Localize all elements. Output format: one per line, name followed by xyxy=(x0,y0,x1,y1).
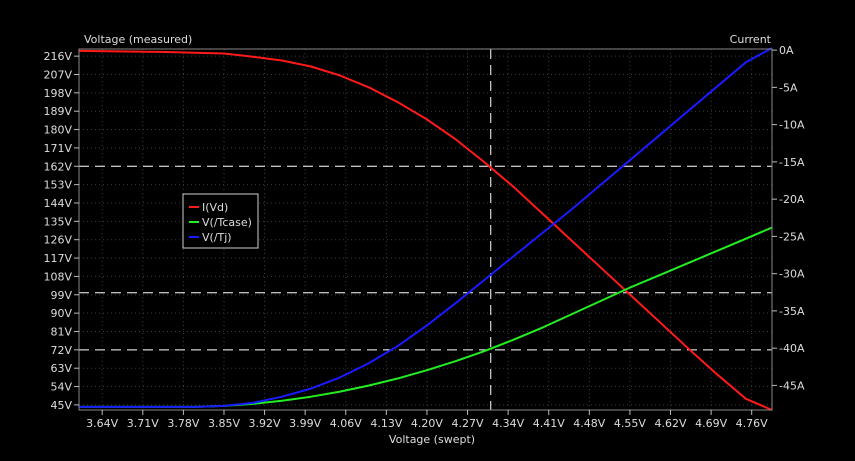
x-tick-label: 4.62V xyxy=(654,417,686,430)
y-left-tick-label: 144V xyxy=(43,197,72,210)
x-tick-label: 3.64V xyxy=(86,417,118,430)
y-left-tick-label: 171V xyxy=(43,142,72,155)
x-tick-label: 4.76V xyxy=(736,417,768,430)
y-right-tick-label: -45A xyxy=(779,379,805,392)
series-line-v-tj xyxy=(79,47,773,408)
y-left-tick-label: 117V xyxy=(43,252,72,265)
y-right-tick-label: -20A xyxy=(779,193,805,206)
x-tick-label: 3.71V xyxy=(127,417,159,430)
x-tick-label: 4.48V xyxy=(573,417,605,430)
y-left-tick-label: 198V xyxy=(43,87,72,100)
y-right-tick-label: -30A xyxy=(779,268,805,281)
y-left-tick-label: 189V xyxy=(43,105,72,118)
x-tick-label: 4.41V xyxy=(533,417,565,430)
legend-label: I(Vd) xyxy=(202,201,228,214)
series-line-i-vd xyxy=(78,49,773,411)
x-tick-label: 4.27V xyxy=(452,417,484,430)
y-left-tick-label: 81V xyxy=(50,325,72,338)
y-left-axis-title: Voltage (measured) xyxy=(84,33,192,46)
y-right-axis-title: Current xyxy=(730,33,772,46)
y-right-tick-label: -35A xyxy=(779,305,805,318)
y-left-tick-label: 180V xyxy=(43,124,72,137)
y-left-tick-label: 90V xyxy=(50,307,72,320)
x-tick-label: 3.85V xyxy=(208,417,240,430)
x-axis-title: Voltage (swept) xyxy=(389,433,475,446)
y-right-tick-label: -40A xyxy=(779,342,805,355)
y-left-tick-label: 63V xyxy=(50,362,72,375)
x-tick-label: 3.92V xyxy=(249,417,281,430)
y-left-tick-label: 126V xyxy=(43,234,72,247)
y-left-tick-label: 162V xyxy=(43,160,72,173)
y-left-tick-label: 153V xyxy=(43,179,72,192)
tick-layer: 3.64V 3.71V 3.78V 3.85V 3.92V 3.99V 4.06V 4.13V… xyxy=(43,44,804,430)
legend-label: V(/Tj) xyxy=(202,231,232,244)
y-right-tick-label: -10A xyxy=(779,119,805,132)
y-left-tick-label: 99V xyxy=(50,289,72,302)
y-left-tick-label: 108V xyxy=(43,270,72,283)
x-tick-label: 4.06V xyxy=(330,417,362,430)
y-left-tick-label: 45V xyxy=(50,399,72,412)
x-tick-label: 4.13V xyxy=(370,417,402,430)
y-right-tick-label: -5A xyxy=(779,81,798,94)
x-tick-label: 3.99V xyxy=(289,417,321,430)
y-left-tick-label: 54V xyxy=(50,381,72,394)
plot-frame xyxy=(78,48,773,411)
x-tick-label: 4.55V xyxy=(614,417,646,430)
y-left-tick-label: 72V xyxy=(50,344,72,357)
y-right-tick-label: 0A xyxy=(779,44,794,57)
x-tick-label: 4.34V xyxy=(492,417,524,430)
x-tick-label: 4.20V xyxy=(411,417,443,430)
y-right-tick-label: -15A xyxy=(779,156,805,169)
x-tick-label: 4.69V xyxy=(695,417,727,430)
y-left-tick-label: 216V xyxy=(43,50,72,63)
y-right-tick-label: -25A xyxy=(779,230,805,243)
cursor-overlay[interactable] xyxy=(79,49,772,410)
legend-label: V(/Tcase) xyxy=(202,216,252,229)
legend: I(Vd) V(/Tcase) V(/Tj) xyxy=(182,193,259,249)
y-left-tick-label: 135V xyxy=(43,215,72,228)
x-tick-label: 3.78V xyxy=(167,417,199,430)
y-left-tick-label: 207V xyxy=(43,68,72,81)
series-layer xyxy=(78,47,773,411)
